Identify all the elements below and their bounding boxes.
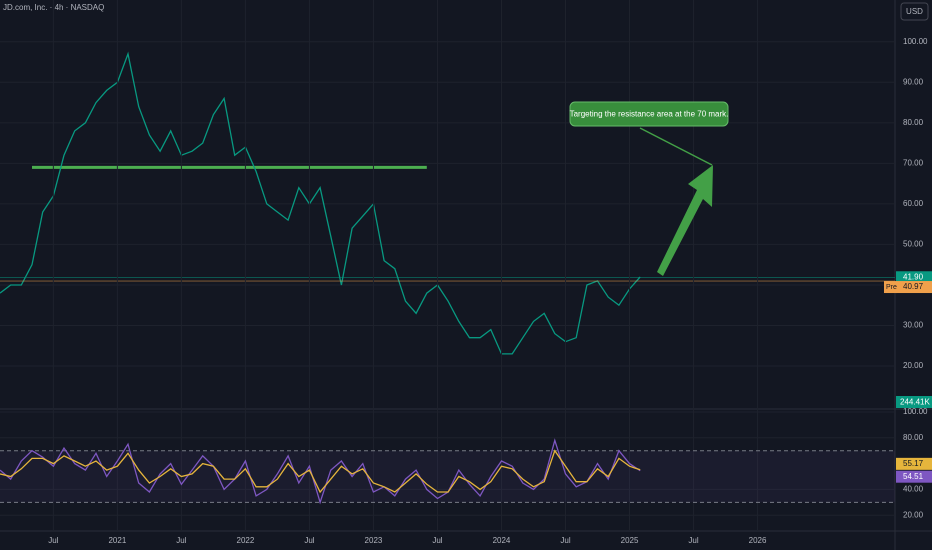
series-line bbox=[0, 51, 641, 355]
y-tick-label: 60.00 bbox=[903, 199, 924, 208]
rsi-tag bbox=[896, 457, 932, 470]
y-tick-label: 40.00 bbox=[903, 485, 924, 494]
series-line bbox=[0, 438, 641, 505]
plot-area bbox=[0, 0, 895, 531]
x-tick-label: 2024 bbox=[493, 536, 511, 545]
last-price-label: 41.90 bbox=[903, 272, 924, 281]
x-tick-label: Jul bbox=[304, 536, 314, 545]
y-tick-label: 80.00 bbox=[903, 118, 924, 127]
pre-price-label: 40.97 bbox=[903, 282, 924, 291]
pre-badge bbox=[884, 281, 897, 294]
last-price-tag bbox=[896, 271, 932, 284]
series-line bbox=[0, 449, 641, 494]
x-tick-label: Jul bbox=[432, 536, 442, 545]
rsi-tag bbox=[896, 470, 932, 483]
y-tick-label: 20.00 bbox=[903, 361, 924, 370]
rsi-label: 54.51 bbox=[903, 472, 924, 481]
x-tick-label: Jul bbox=[560, 536, 570, 545]
currency[interactable]: USD bbox=[906, 7, 923, 16]
y-tick-label: 100.00 bbox=[903, 407, 928, 416]
volume-tag bbox=[896, 396, 932, 408]
y-tick-label: 30.00 bbox=[903, 321, 924, 330]
x-tick-label: 2022 bbox=[237, 536, 255, 545]
y-tick-label: 70.00 bbox=[903, 158, 924, 167]
x-tick-label: Jul bbox=[688, 536, 698, 545]
y-tick-label: 20.00 bbox=[903, 510, 924, 519]
currency-box[interactable] bbox=[900, 2, 929, 21]
y-tick-label: 90.00 bbox=[903, 77, 924, 86]
y-tick-label: 100.00 bbox=[903, 37, 928, 46]
pre-tag: Pre bbox=[886, 284, 897, 291]
x-tick-label: 2026 bbox=[749, 536, 767, 545]
callout-box bbox=[569, 101, 729, 127]
volume-label: 244.41K bbox=[900, 398, 930, 407]
x-tick-label: 2025 bbox=[621, 536, 639, 545]
arrow bbox=[657, 165, 713, 276]
x-tick-label: 2023 bbox=[365, 536, 383, 545]
x-tick-label: Jul bbox=[176, 536, 186, 545]
rsi-label: 55.17 bbox=[903, 459, 924, 468]
y-tick-label: 50.00 bbox=[903, 240, 924, 249]
pre-market-tag bbox=[896, 281, 932, 294]
callout-pointer bbox=[639, 127, 713, 166]
rsi-band bbox=[0, 450, 895, 503]
y-tick-label: 80.00 bbox=[903, 433, 924, 442]
annotation: Targeting the resistance area at the 70 … bbox=[570, 110, 729, 119]
x-tick-label: Jul bbox=[48, 536, 58, 545]
x-tick-label: 2021 bbox=[108, 536, 126, 545]
